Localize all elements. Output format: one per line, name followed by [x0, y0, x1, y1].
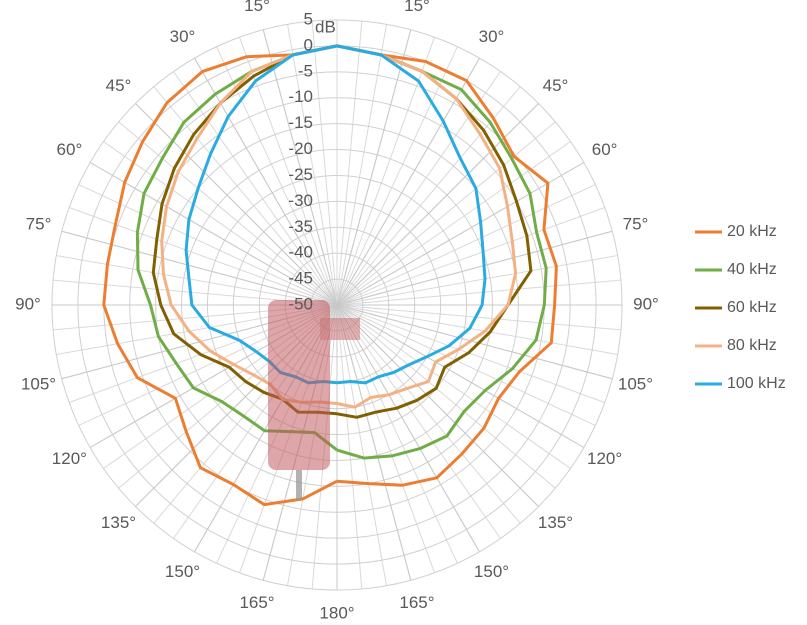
- r-tick-label: -15: [288, 113, 313, 132]
- legend-label: 100 kHz: [727, 375, 786, 392]
- spoke: [337, 305, 362, 589]
- legend-label: 80 kHz: [727, 337, 777, 354]
- angle-tick-label: 150°: [474, 562, 509, 581]
- angle-tick-label: 90°: [633, 294, 659, 313]
- angle-grid-line: [337, 30, 411, 305]
- legend-label: 60 kHz: [727, 299, 777, 316]
- angle-tick-label: 150°: [165, 562, 200, 581]
- r-tick-label: -40: [288, 243, 313, 262]
- r-tick-label: -30: [288, 191, 313, 210]
- r-tick-label: 0: [304, 35, 313, 54]
- angle-tick-label: 90°: [15, 294, 41, 313]
- angle-tick-label: 45°: [543, 76, 569, 95]
- r-tick-label: 5: [304, 9, 313, 28]
- angle-tick-label: 105°: [618, 374, 653, 393]
- angle-tick-label: 135°: [101, 513, 136, 532]
- angle-tick-label: 180°: [319, 603, 354, 622]
- chart: 5 0 -5 -10 -15 -20 -25 -30 -35 -40 -45 -50 dB 15° 30° 4…: [0, 0, 807, 625]
- angle-tick-label: 135°: [538, 513, 573, 532]
- r-tick-label: -45: [288, 269, 313, 288]
- angle-tick-label: 30°: [170, 27, 196, 46]
- r-axis-label: dB: [315, 17, 336, 36]
- angle-tick-label: 45°: [106, 76, 132, 95]
- r-tick-label: -50: [288, 294, 313, 313]
- r-tick-label: -25: [288, 165, 313, 184]
- spoke: [337, 305, 457, 563]
- angle-tick-label: 105°: [21, 374, 56, 393]
- series-line: [104, 46, 557, 505]
- spoke: [337, 280, 621, 305]
- product-image: [268, 300, 360, 500]
- angle-tick-label: 165°: [239, 593, 274, 612]
- angle-tick-label: 120°: [587, 449, 622, 468]
- product-cap: [320, 318, 360, 340]
- legend-label: 40 kHz: [727, 261, 777, 278]
- r-tick-label: -10: [288, 87, 313, 106]
- angle-tick-label: 75°: [26, 215, 52, 234]
- spoke: [312, 21, 337, 305]
- angle-tick-label: 60°: [592, 140, 618, 159]
- legend-label: 20 kHz: [727, 223, 777, 240]
- angle-tick-label: 30°: [479, 27, 505, 46]
- r-tick-label: -5: [298, 61, 313, 80]
- angle-tick-label: 15°: [244, 0, 270, 15]
- grid-fine: [52, 20, 622, 590]
- angle-tick-label: 15°: [404, 0, 430, 15]
- series-line: [162, 46, 516, 407]
- product-cable: [296, 470, 302, 500]
- r-tick-label: -35: [288, 217, 313, 236]
- angle-grid-line: [337, 231, 612, 305]
- angle-tick-label: 60°: [57, 140, 83, 159]
- angle-tick-label: 165°: [399, 593, 434, 612]
- spoke: [217, 47, 337, 305]
- spoke: [337, 21, 362, 305]
- angle-tick-label: 75°: [623, 215, 649, 234]
- angle-grid-line: [337, 305, 411, 580]
- r-tick-label: -20: [288, 139, 313, 158]
- angle-tick-label: 120°: [52, 449, 87, 468]
